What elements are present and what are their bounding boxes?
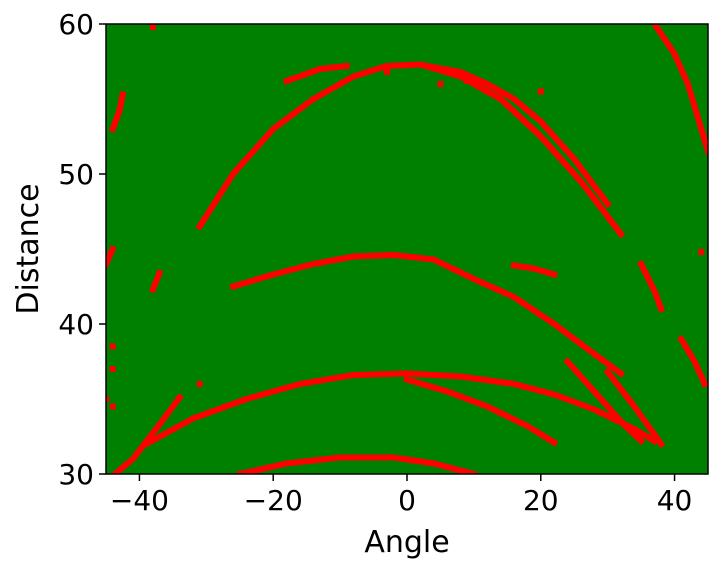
x-tick-label: 40 xyxy=(657,484,693,517)
highlight-curve-arc-57-upper xyxy=(282,62,351,85)
x-axis-label: Angle xyxy=(364,525,449,560)
highlight-dot-5 xyxy=(437,81,444,87)
highlight-dot-2 xyxy=(109,366,116,372)
highlight-curve-arc-31 xyxy=(236,454,478,474)
y-tick-label: 50 xyxy=(58,158,94,191)
x-tick-label: −20 xyxy=(244,484,303,517)
x-tick-label: −40 xyxy=(110,484,169,517)
highlight-curve-left-spot-44 xyxy=(106,245,117,268)
highlight-dot-7 xyxy=(383,69,390,75)
highlight-curve-right-diag-41 xyxy=(563,357,646,446)
highlight-dot-4 xyxy=(537,88,544,95)
x-tick-label: 20 xyxy=(523,484,559,517)
y-tick-label: 30 xyxy=(58,458,94,491)
highlight-dot-3 xyxy=(196,381,203,387)
x-tick-label: 0 xyxy=(398,484,416,517)
highlight-curve-arc-44-right-spur xyxy=(510,262,558,279)
highlight-curve-right-diag-40-upper xyxy=(603,367,666,449)
y-axis-ticks: 30 40 50 60 xyxy=(58,8,106,491)
y-tick-label: 60 xyxy=(58,8,94,41)
highlight-curve-arc-44 xyxy=(229,251,626,378)
highlight-curve-arc-36 xyxy=(142,370,659,449)
highlight-dot-1 xyxy=(109,343,116,350)
highlight-curve-right-edge-38 xyxy=(677,334,708,388)
highlight-dot-10 xyxy=(106,396,109,402)
highlight-dot-0 xyxy=(149,24,156,30)
highlight-curve-right-edge-43 xyxy=(637,259,666,313)
highlight-marks xyxy=(106,24,708,474)
highlight-curve-arc-36-lower xyxy=(403,375,559,447)
highlight-dot-6 xyxy=(484,88,491,95)
y-tick-label: 40 xyxy=(58,308,94,341)
highlight-curve-left-spot-43 xyxy=(148,269,164,294)
highlight-curve-left-edge-54 xyxy=(108,90,127,133)
y-axis-label: Distance xyxy=(11,183,46,314)
highlight-dot-8 xyxy=(464,78,471,84)
highlight-dot-11 xyxy=(109,403,116,410)
highlight-curve-right-edge-58 xyxy=(650,24,708,156)
highlight-curve-arc-36-left xyxy=(110,393,184,474)
x-axis-ticks: −40 −20 0 20 40 xyxy=(110,474,692,517)
highlight-dot-9 xyxy=(698,249,705,255)
plot-area xyxy=(105,23,709,475)
plot-background xyxy=(106,24,708,474)
highlight-curve-arc-57 xyxy=(195,61,626,239)
highlight-curve-arc-57-right xyxy=(423,62,612,209)
